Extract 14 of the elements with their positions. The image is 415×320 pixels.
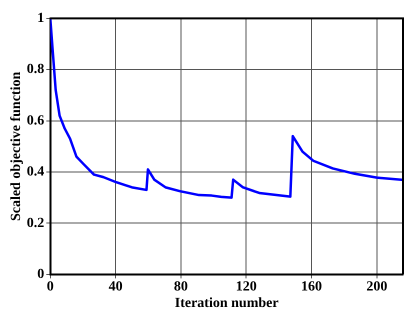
y-tick-label: 0.4 [26, 164, 44, 180]
y-tick-label: 0.2 [26, 216, 44, 231]
y-tick-label: 0 [37, 267, 44, 282]
x-tick-label: 200 [366, 279, 388, 294]
x-axis-title: Iteration number [174, 296, 279, 312]
y-axis-title: Scaled objective function [9, 72, 24, 222]
x-tick-label: 160 [301, 279, 322, 294]
y-tick-label: 0.8 [26, 62, 44, 78]
x-tick-label: 80 [174, 279, 188, 294]
x-tick-label: 40 [108, 279, 123, 294]
x-tick-label: 0 [46, 279, 54, 294]
y-tick-label: 1 [37, 11, 44, 26]
x-tick-label: 120 [236, 279, 257, 294]
y-tick-label: 0.6 [26, 113, 44, 128]
